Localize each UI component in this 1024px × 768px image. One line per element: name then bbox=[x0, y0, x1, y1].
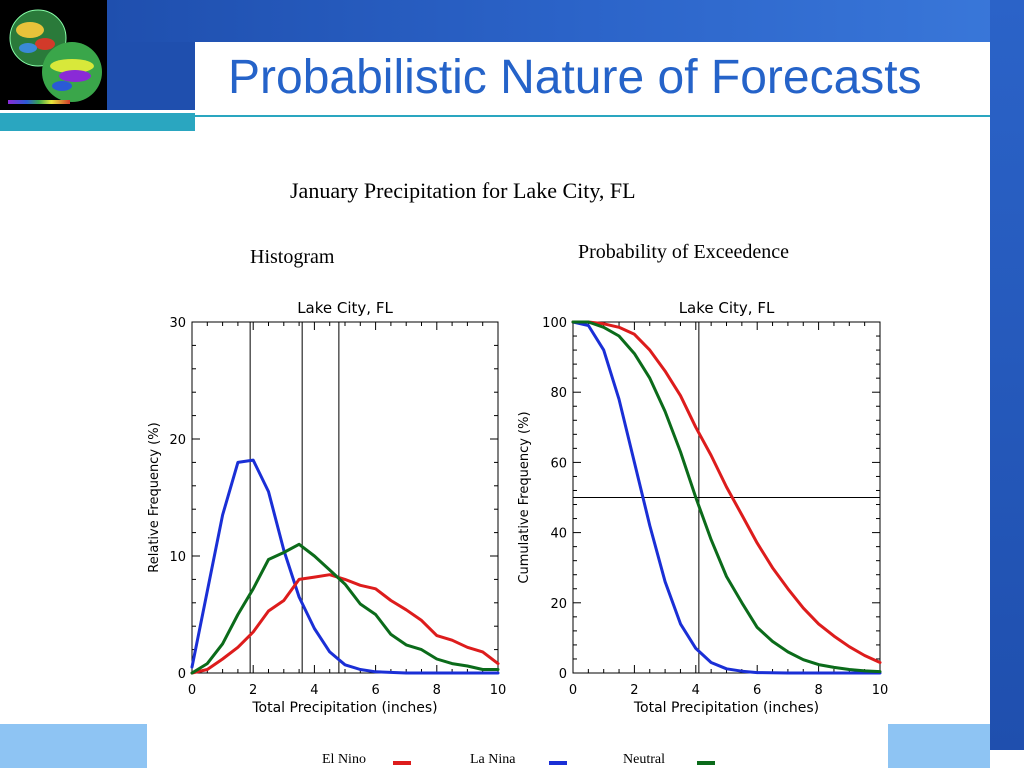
chart1-x-tick-label: 6 bbox=[371, 683, 379, 698]
chart1-x-tick-label: 4 bbox=[310, 683, 318, 698]
legend-swatch-neutral bbox=[697, 761, 715, 765]
legend-label-la-nina: La Nina bbox=[470, 752, 516, 767]
chart1-series-el-nino bbox=[190, 573, 500, 675]
chart1-x-tick-label: 2 bbox=[249, 683, 257, 698]
chart2-series-la-nina bbox=[571, 320, 882, 675]
chart2-y-tick-label: 60 bbox=[550, 456, 567, 471]
title-box bbox=[195, 42, 990, 114]
chart2-y-tick-label: 80 bbox=[550, 386, 567, 401]
chart2-y-axis-label: Cumulative Frequency (%) bbox=[517, 411, 532, 583]
legend-label-neutral: Neutral bbox=[623, 752, 665, 767]
chart2-x-axis-label: Total Precipitation (inches) bbox=[633, 700, 819, 716]
chart2-x-tick-label: 6 bbox=[753, 683, 761, 698]
chart2-y-tick-label: 40 bbox=[550, 527, 567, 542]
chart2-y-tick-label: 20 bbox=[550, 597, 567, 612]
chart1-plot-frame bbox=[191, 321, 499, 674]
chart1-y-tick-label: 10 bbox=[169, 550, 186, 565]
header-left-fill bbox=[107, 42, 195, 110]
chart1-title: Lake City, FL bbox=[297, 299, 393, 317]
chart1-x-axis-label: Total Precipitation (inches) bbox=[251, 700, 437, 716]
chart1-x-tick-label: 10 bbox=[490, 683, 507, 698]
legend-label-el-nino: El Nino bbox=[322, 752, 366, 767]
chart2-y-tick-label: 100 bbox=[542, 316, 567, 331]
chart1-x-tick-label: 0 bbox=[188, 683, 196, 698]
accent-rule-thin bbox=[195, 115, 990, 117]
header-band bbox=[107, 0, 1024, 42]
globe-sst-graphic bbox=[8, 9, 102, 104]
legend-swatch-la-nina bbox=[549, 761, 567, 765]
chart2-title: Lake City, FL bbox=[679, 299, 775, 317]
chart2-x-tick-label: 10 bbox=[872, 683, 889, 698]
slide-title: Probabilistic Nature of Forecasts bbox=[228, 51, 922, 104]
chart2-x-tick-label: 2 bbox=[630, 683, 638, 698]
chart1-x-tick-label: 8 bbox=[433, 683, 441, 698]
bottom-left-block bbox=[0, 724, 147, 768]
right-side-bar bbox=[990, 0, 1024, 750]
chart1-y-tick-label: 20 bbox=[169, 433, 186, 448]
chart1-y-axis-label: Relative Frequency (%) bbox=[147, 422, 162, 572]
globe-sst-image-icon bbox=[0, 0, 107, 110]
exceedence-heading: Probability of Exceedence bbox=[578, 241, 790, 263]
chart2-series-neutral bbox=[571, 320, 882, 674]
chart1-series-la-nina bbox=[190, 458, 500, 675]
histogram-heading: Histogram bbox=[250, 246, 335, 268]
chart2-series-el-nino bbox=[571, 320, 882, 664]
accent-rule-thick bbox=[0, 113, 195, 131]
figure-main-title: January Precipitation for Lake City, FL bbox=[290, 178, 636, 203]
chart1-group: 0 2 4 6 8 10 0 10 20 30 Lake City, FL Total Precipi… bbox=[147, 299, 506, 716]
chart2-x-tick-label: 4 bbox=[692, 683, 700, 698]
chart1-y-tick-label: 0 bbox=[178, 667, 186, 682]
chart2-y-tick-label: 0 bbox=[559, 667, 567, 682]
chart1-series-neutral bbox=[190, 542, 500, 675]
chart2-x-tick-label: 0 bbox=[569, 683, 577, 698]
legend-swatch-el-nino bbox=[393, 761, 411, 765]
bottom-right-block bbox=[888, 724, 990, 768]
chart1-y-tick-label: 30 bbox=[169, 316, 186, 331]
chart2-x-tick-label: 8 bbox=[814, 683, 822, 698]
